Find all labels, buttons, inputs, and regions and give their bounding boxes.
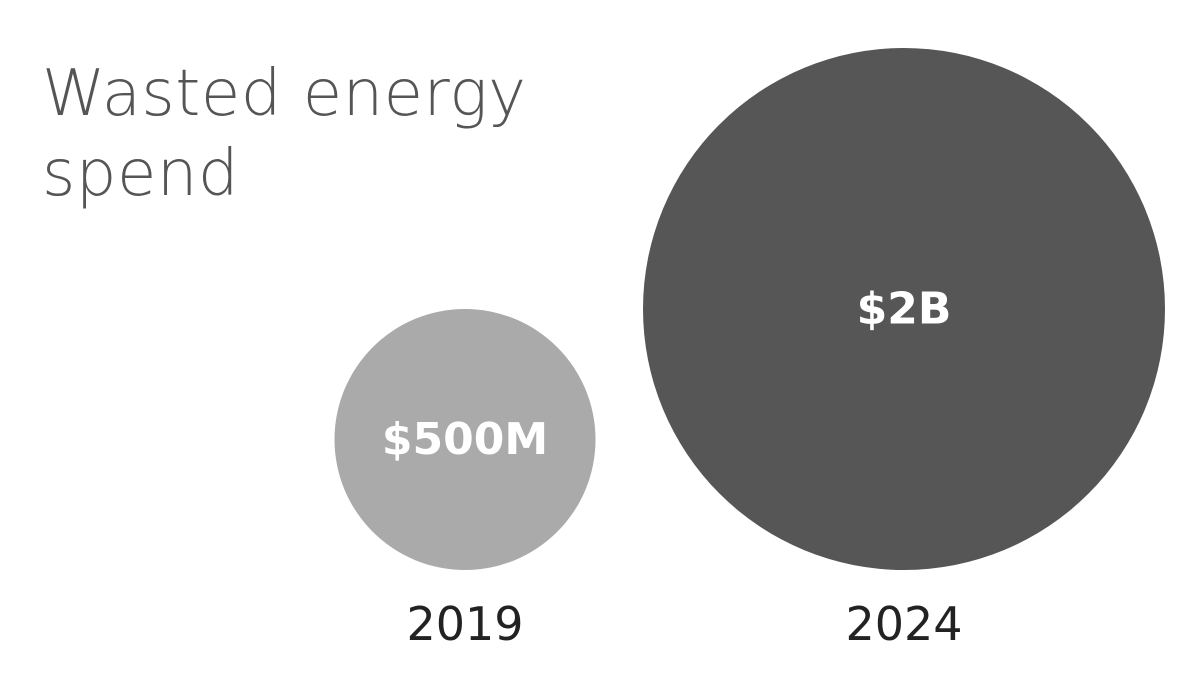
bubble-2024 bbox=[643, 48, 1165, 570]
chart-title: Wasted energy spend bbox=[42, 57, 527, 211]
value-labels-group: $500M $2B bbox=[382, 284, 952, 466]
value-label-2024: $2B bbox=[857, 284, 952, 335]
category-labels-group: 2019 2024 bbox=[406, 597, 962, 651]
category-label-2024: 2024 bbox=[845, 597, 962, 651]
value-label-2019: $500M bbox=[382, 414, 548, 465]
category-label-2019: 2019 bbox=[406, 597, 523, 651]
bubbles-group bbox=[334, 48, 1165, 570]
bubble-2019 bbox=[334, 309, 596, 570]
